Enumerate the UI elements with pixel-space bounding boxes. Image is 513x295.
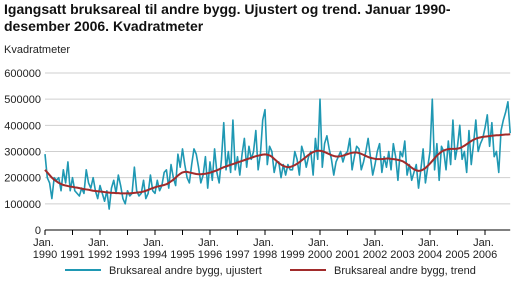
legend-label: Bruksareal andre bygg, trend <box>334 265 476 277</box>
x-tick-label: Jan. 2000 <box>308 237 332 261</box>
x-tick-label: Jan. 1998 <box>253 237 277 261</box>
series-line <box>44 133 511 195</box>
y-tick-label: 200000 <box>4 173 41 185</box>
y-tick-label: 0 <box>35 225 41 237</box>
x-tick-label: Jan. 2004 <box>418 237 442 261</box>
x-tick-label: Jan. 2002 <box>363 237 387 261</box>
x-tick-label: Jan. 2006 <box>473 237 497 261</box>
y-tick-label: 100000 <box>4 199 41 211</box>
x-tick-label: 1993 <box>115 249 139 261</box>
y-tick-label: 300000 <box>4 147 41 159</box>
x-tick-label: 2001 <box>335 249 359 261</box>
chart-title: Igangsatt bruksareal til andre bygg. Uju… <box>4 1 451 17</box>
y-tick-label: 500000 <box>4 94 41 106</box>
x-tick-label: 1999 <box>280 249 304 261</box>
y-tick-label: 600000 <box>4 68 41 80</box>
x-tick-label: 1995 <box>170 249 194 261</box>
x-tick-label: 1997 <box>225 249 249 261</box>
x-tick-label: Jan. 1996 <box>198 237 222 261</box>
x-tick-label: 2003 <box>390 249 414 261</box>
legend-label: Bruksareal andre bygg, ujustert <box>109 265 262 277</box>
y-tick-label: 400000 <box>4 120 41 132</box>
x-tick-label: Jan. 1992 <box>88 237 112 261</box>
y-axis-label: Kvadratmeter <box>4 44 70 56</box>
x-tick-label: 1991 <box>60 249 84 261</box>
x-tick-label: 2005 <box>445 249 469 261</box>
chart-title: desember 2006. Kvadratmeter <box>4 18 204 34</box>
x-tick-label: Jan. 1990 <box>33 237 57 261</box>
x-tick-label: Jan. 1994 <box>143 237 167 261</box>
